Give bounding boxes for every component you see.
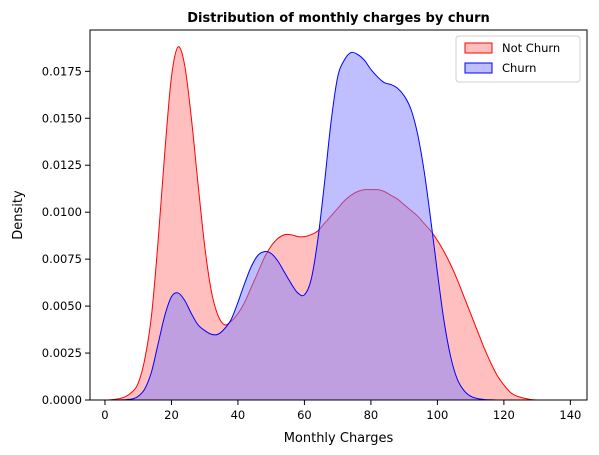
x-tick-label: 20 [164,408,179,422]
y-tick-label: 0.0075 [42,252,82,266]
series-line-churn [118,51,554,401]
x-tick-label: 80 [364,408,379,422]
x-axis: 0 20 40 60 80 100 120 140 [101,400,581,422]
x-tick-label: 60 [297,408,312,422]
x-tick-label: 120 [493,408,515,422]
x-axis-label: Monthly Charges [284,431,394,446]
y-tick-label: 0.0100 [42,205,82,219]
y-tick-label: 0.0000 [42,393,82,407]
y-axis: 0.0000 0.0025 0.0050 0.0075 0.0100 0.0125 0.01… [42,64,90,407]
y-tick-label: 0.0050 [42,299,82,313]
y-tick-label: 0.0175 [42,64,82,78]
legend-label-churn: Churn [502,61,536,75]
series-layer [108,46,554,401]
x-tick-label: 40 [231,408,246,422]
chart-title: Distribution of monthly charges by churn [187,11,490,26]
y-tick-label: 0.0025 [42,346,82,360]
legend-label-not-churn: Not Churn [502,41,560,55]
legend: Not Churn Churn [455,35,581,83]
series-area-churn [118,52,554,400]
x-tick-label: 140 [559,408,581,422]
legend-swatch-not-churn [464,42,493,54]
legend-swatch-churn [464,62,493,74]
x-tick-label: 0 [101,408,108,422]
plot-frame [89,29,588,401]
y-tick-label: 0.0150 [42,111,82,125]
y-axis-label: Density [11,190,26,240]
y-tick-label: 0.0125 [42,158,82,172]
x-tick-label: 100 [426,408,448,422]
